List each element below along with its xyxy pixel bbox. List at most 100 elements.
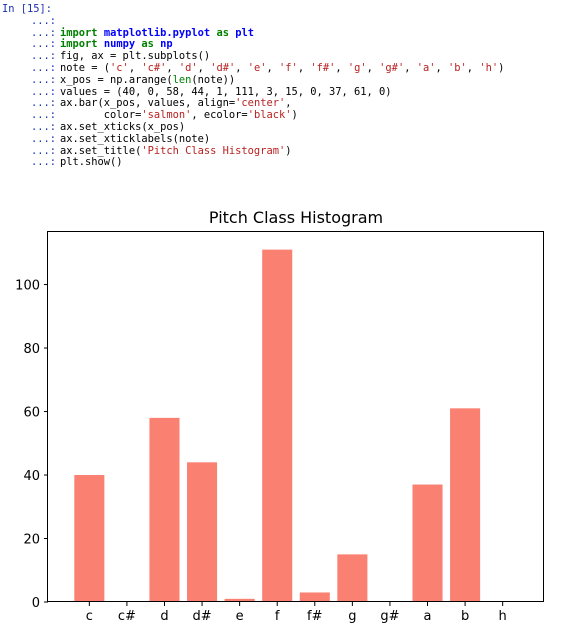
code-line[interactable]: ...: ax.set_title('Pitch Class Histogram'… [2, 144, 577, 158]
code-token: , [285, 97, 292, 110]
bar-g [337, 554, 368, 602]
code-token: ax.set_xticks(x_pos) [60, 120, 186, 133]
continuation-prompt: ...: [30, 156, 56, 169]
continuation-prompt: ...: [30, 38, 56, 51]
x-tick-label: g# [380, 609, 399, 624]
code-token: fig, ax = plt.subplots() [60, 50, 211, 63]
x-tick-label: e [236, 609, 244, 624]
continuation-prompt: ...: [30, 97, 56, 110]
code-token: ax.bar(x_pos, values, align= [60, 97, 236, 110]
code-token: as [141, 38, 154, 51]
code-token: as [216, 26, 229, 39]
code-token: , [366, 61, 380, 74]
code-text: note = ('c', 'c#', 'd', 'd#', 'e', 'f', … [60, 61, 504, 75]
code-token: , [128, 61, 142, 74]
code-editor[interactable]: ...:...: import matplotlib.pyplot as plt.… [2, 14, 577, 169]
code-token: ax.set_xticklabels(note) [60, 132, 211, 145]
y-tick-label: 80 [23, 342, 40, 357]
code-token: ) [285, 144, 292, 157]
plot-frame [47, 231, 544, 602]
continuation-prompt: ...: [30, 85, 56, 98]
code-text: x_pos = np.arange(len(note)) [60, 73, 236, 87]
code-token: 'center' [235, 97, 286, 110]
continuation-prompt: ...: [30, 61, 56, 74]
code-line[interactable]: ...: [2, 14, 577, 28]
cell-output: Pitch Class Histogram 0 20 40 60 80 100 c c# d d… [0, 205, 560, 639]
y-tick-label: 40 [23, 469, 40, 484]
x-tick-label: d [160, 609, 168, 624]
code-token: import [60, 38, 98, 51]
bar-f [262, 249, 293, 602]
code-line[interactable]: ...: note = ('c', 'c#', 'd', 'd#', 'e', '… [2, 61, 577, 75]
code-text: values = (40, 0, 58, 44, 1, 111, 3, 15, … [60, 86, 392, 99]
code-text: color='salmon', ecolor='black') [60, 109, 298, 122]
x-tick-label: f# [307, 609, 322, 624]
code-token: len [172, 73, 192, 86]
code-token: , [335, 61, 348, 74]
code-line[interactable]: ...: plt.show() [2, 156, 577, 169]
x-tick-label: h [499, 609, 507, 624]
code-token: 'h' [479, 61, 499, 74]
code-token: , ecolor= [191, 109, 248, 122]
bar-d# [187, 462, 218, 602]
input-prompt: In [15]: [2, 3, 53, 15]
y-tick-label: 60 [23, 406, 40, 421]
code-token: ) [291, 109, 298, 122]
code-token: 'black' [247, 109, 292, 122]
code-token: 'f' [279, 61, 298, 74]
continuation-prompt: ...: [30, 50, 56, 63]
y-tick-label: 20 [23, 533, 40, 548]
code-text: fig, ax = plt.subplots() [60, 50, 211, 63]
x-tick-label: f [275, 609, 280, 624]
continuation-prompt: ...: [30, 144, 56, 157]
code-line[interactable]: ...: import numpy as np [2, 38, 577, 51]
code-token: , [235, 61, 248, 74]
code-line[interactable]: ...: import matplotlib.pyplot as plt [2, 26, 577, 40]
code-text: import numpy as np [60, 38, 173, 51]
code-token: color= [60, 109, 142, 122]
code-token: (note)) [191, 73, 236, 86]
code-line[interactable]: ...: ax.set_xticks(x_pos) [2, 120, 577, 134]
code-token: numpy [103, 38, 136, 51]
bar-b [450, 408, 481, 602]
code-line[interactable]: ...: color='salmon', ecolor='black') [2, 109, 577, 122]
code-token: , [466, 61, 480, 74]
code-line[interactable]: ...: ax.bar(x_pos, values, align='center'… [2, 97, 577, 110]
code-line[interactable]: ...: x_pos = np.arange(len(note)) [2, 73, 577, 87]
code-line[interactable]: ...: ax.set_xticklabels(note) [2, 132, 577, 146]
chart-title: Pitch Class Histogram [209, 208, 383, 227]
continuation-prompt: ...: [30, 132, 56, 145]
code-text: ax.set_xticks(x_pos) [60, 120, 186, 134]
bar-e [224, 598, 255, 602]
bar-a [412, 484, 443, 602]
code-token: , [166, 61, 179, 74]
code-token: import [60, 26, 98, 39]
code-token: 'c' [110, 61, 129, 74]
code-line[interactable]: ...: values = (40, 0, 58, 44, 1, 111, 3, … [2, 85, 577, 99]
bar-f# [299, 592, 330, 602]
code-cell[interactable]: In [15]: ...:...: import matplotlib.pyplo… [2, 3, 577, 169]
code-text: ax.set_xticklabels(note) [60, 132, 211, 146]
bar-c [74, 475, 105, 602]
code-token: np [160, 38, 173, 51]
code-token: 'Pitch Class Histogram' [141, 144, 286, 157]
code-token: note = ( [60, 61, 111, 74]
x-tick-label: g [348, 609, 356, 624]
code-text: plt.show() [60, 156, 123, 169]
continuation-prompt: ...: [30, 14, 56, 27]
code-token: matplotlib.pyplot [103, 26, 211, 39]
code-line[interactable]: ...: fig, ax = plt.subplots() [2, 50, 577, 63]
code-token: plt.show() [60, 156, 123, 169]
continuation-prompt: ...: [30, 26, 56, 39]
code-token: , [435, 61, 449, 74]
code-token: , [297, 61, 311, 74]
code-token: 'e' [247, 61, 267, 74]
x-tick-label: c# [118, 609, 136, 624]
code-token: 'g' [347, 61, 367, 74]
code-token: ax.set_title( [60, 144, 142, 157]
continuation-prompt: ...: [30, 73, 56, 86]
code-token: , [266, 61, 280, 74]
code-text: import matplotlib.pyplot as plt [60, 26, 254, 40]
code-text: ax.set_title('Pitch Class Histogram') [60, 144, 292, 158]
x-tick-label: c [86, 609, 93, 624]
